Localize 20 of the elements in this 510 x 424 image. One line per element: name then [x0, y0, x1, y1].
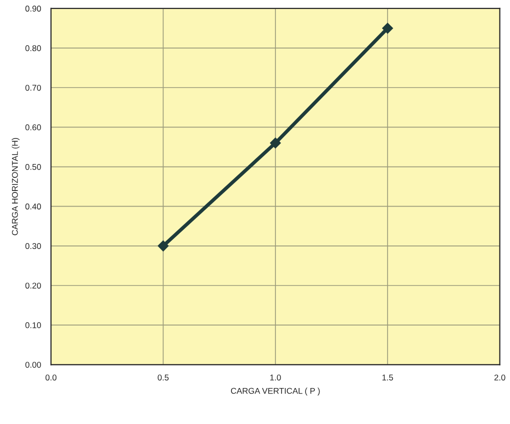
- y-axis-title: CARGA HORIZONTAL (H): [12, 138, 20, 236]
- x-tick-label: 2.0: [494, 374, 506, 380]
- y-tick-label: 0.60: [25, 124, 41, 130]
- point: [158, 240, 169, 252]
- y-tick-label: 0.50: [25, 164, 41, 170]
- x-tick-label: 1.5: [382, 374, 394, 380]
- y-tick-label: 0.40: [25, 204, 41, 210]
- point: [382, 22, 394, 34]
- y-tick-label: 0.80: [25, 45, 41, 52]
- x-tick-label: 1.0: [270, 374, 281, 380]
- y-tick-label: 0.30: [25, 243, 41, 250]
- y-tick-label: 0.90: [25, 6, 41, 12]
- y-tick-label: 0.00: [25, 362, 41, 368]
- y-tick-label: 0.10: [25, 322, 41, 328]
- y-tick-label: 0.70: [25, 84, 41, 91]
- x-axis-title: CARGA VERTICAL ( P ): [230, 388, 320, 396]
- y-tick-label: 0.20: [25, 282, 41, 289]
- x-tick-label: 0.0: [46, 374, 56, 380]
- point: [270, 138, 281, 148]
- x-tick-label: 0.5: [158, 374, 169, 380]
